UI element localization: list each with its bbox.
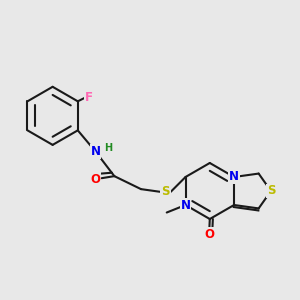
- Text: N: N: [229, 170, 239, 184]
- Text: H: H: [104, 143, 112, 153]
- Text: S: S: [161, 185, 170, 198]
- Text: O: O: [91, 173, 100, 186]
- Text: F: F: [85, 92, 93, 104]
- Text: O: O: [204, 228, 214, 241]
- Text: S: S: [267, 184, 275, 197]
- Text: N: N: [91, 145, 100, 158]
- Text: N: N: [181, 199, 190, 212]
